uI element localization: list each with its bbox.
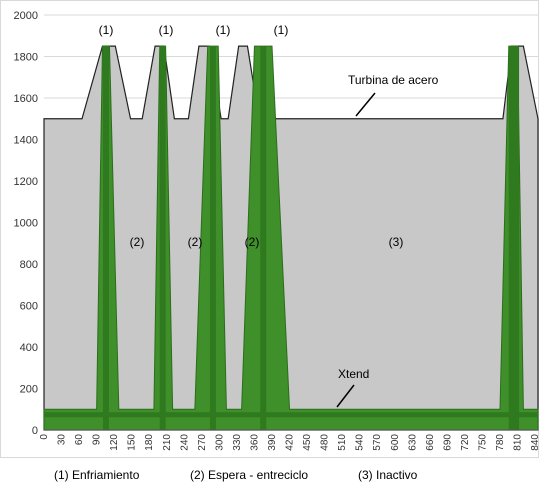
legend: (1) Enfriamiento (2) Espera - entreciclo… bbox=[0, 468, 541, 488]
y-tick-label: 1200 bbox=[14, 176, 38, 188]
x-tick-label: 120 bbox=[109, 434, 120, 451]
x-tick-label: 420 bbox=[285, 434, 296, 451]
xtend-label-pointer bbox=[336, 384, 355, 408]
x-tick-label: 600 bbox=[390, 434, 401, 451]
legend-item-standby: (2) Espera - entreciclo bbox=[190, 468, 309, 482]
x-tick-label: 270 bbox=[197, 434, 208, 451]
xtend-base-band bbox=[44, 412, 538, 418]
phase2-label-1: (2) bbox=[130, 235, 145, 249]
xtend-peak-core bbox=[102, 46, 109, 430]
y-tick-label: 1800 bbox=[14, 52, 38, 64]
legend-item-cooling: (1) Enfriamiento bbox=[54, 468, 140, 482]
x-tick-label: 360 bbox=[249, 434, 260, 451]
x-tick-label: 330 bbox=[232, 434, 243, 451]
xtend-peak-core bbox=[508, 46, 515, 430]
x-tick-label: 210 bbox=[162, 434, 173, 451]
axes: 0 200 400 600 800 1000 1200 1400 1600 1800 2000 0 30… bbox=[14, 10, 541, 451]
phase2-label-3: (2) bbox=[245, 235, 260, 249]
x-tick-label: 300 bbox=[214, 434, 225, 451]
x-tick-label: 750 bbox=[477, 434, 488, 451]
x-tick-label: 570 bbox=[372, 434, 383, 451]
legend-item-idle: (3) Inactivo bbox=[358, 468, 418, 482]
x-tick-label: 150 bbox=[127, 434, 138, 451]
peak-label-4: (1) bbox=[274, 23, 289, 37]
peak-label-2: (1) bbox=[159, 23, 174, 37]
x-tick-label: 240 bbox=[179, 434, 190, 451]
annotations: (1) (1) (1) (1) Turbina de acero (2) (2)… bbox=[99, 23, 439, 408]
xtend-peak-core bbox=[209, 46, 216, 430]
x-tick-label: 720 bbox=[460, 434, 471, 451]
y-tick-label: 400 bbox=[20, 342, 38, 354]
x-tick-label: 510 bbox=[337, 434, 348, 451]
y-tick-label: 1600 bbox=[14, 93, 38, 105]
xtend-peak-core bbox=[159, 46, 166, 430]
x-tick-label: 840 bbox=[530, 434, 541, 451]
y-tick-label: 200 bbox=[20, 384, 38, 396]
y-tick-label: 1400 bbox=[14, 135, 38, 147]
steel-series-label: Turbina de acero bbox=[348, 73, 439, 87]
x-tick-label: 480 bbox=[320, 434, 331, 451]
x-tick-label: 90 bbox=[92, 434, 103, 446]
x-tick-label: 810 bbox=[513, 434, 524, 451]
x-tick-label: 0 bbox=[39, 434, 50, 440]
x-tick-label: 450 bbox=[302, 434, 313, 451]
x-tick-label: 690 bbox=[442, 434, 453, 451]
phase2-label-2: (2) bbox=[188, 235, 203, 249]
y-tick-label: 0 bbox=[32, 425, 38, 437]
x-tick-label: 630 bbox=[407, 434, 418, 451]
xtend-peak-core bbox=[513, 46, 520, 430]
y-tick-label: 600 bbox=[20, 301, 38, 313]
x-tick-label: 780 bbox=[495, 434, 506, 451]
x-tick-label: 60 bbox=[74, 434, 85, 446]
xtend-series-label: Xtend bbox=[338, 367, 369, 381]
xtend-peak-core bbox=[260, 46, 267, 430]
x-tick-label: 180 bbox=[144, 434, 155, 451]
phase3-label: (3) bbox=[389, 235, 404, 249]
y-tick-label: 1000 bbox=[14, 218, 38, 230]
steel-label-pointer bbox=[355, 92, 376, 117]
temperature-cycle-chart: 0 200 400 600 800 1000 1200 1400 1600 1800 2000 0 30… bbox=[14, 10, 541, 451]
y-tick-label: 2000 bbox=[14, 10, 38, 22]
y-tick-label: 800 bbox=[20, 259, 38, 271]
x-tick-label: 30 bbox=[57, 434, 68, 446]
peak-label-3: (1) bbox=[216, 23, 231, 37]
xtend-area bbox=[43, 45, 539, 431]
x-tick-label: 540 bbox=[355, 434, 366, 451]
x-tick-label: 390 bbox=[267, 434, 278, 451]
x-tick-label: 660 bbox=[425, 434, 436, 451]
peak-label-1: (1) bbox=[99, 23, 114, 37]
